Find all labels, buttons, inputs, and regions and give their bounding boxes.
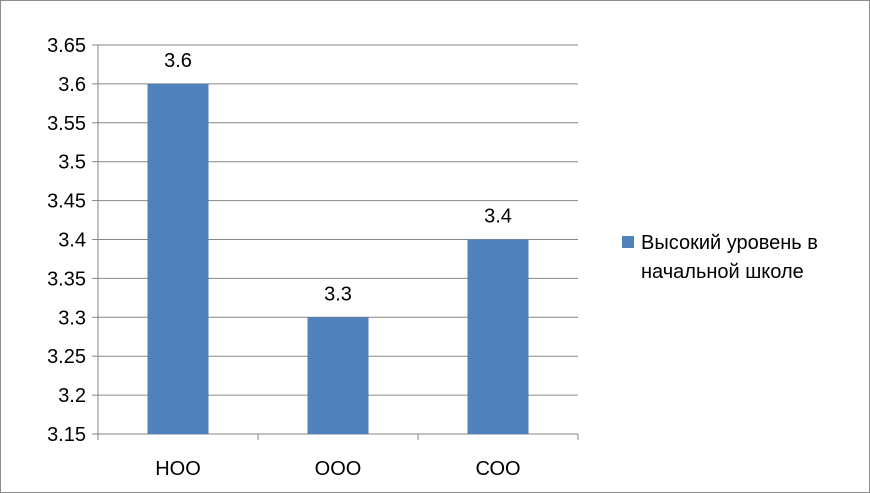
x-tick-label: НОО: [155, 458, 201, 480]
y-tick-label: 3.5: [58, 152, 86, 174]
x-tick-label: ООО: [315, 458, 362, 480]
y-tick-label: 3.55: [47, 113, 86, 135]
x-axis-ticks: НОО ООО СОО: [97, 434, 579, 480]
legend-label: Высокий уровень в начальной школе: [641, 232, 818, 283]
x-tick-label: СОО: [475, 458, 520, 480]
y-tick-label: 3.45: [47, 191, 86, 213]
legend-swatch: [622, 236, 634, 248]
y-tick-label: 3.2: [58, 385, 86, 407]
y-tick-label: 3.3: [58, 307, 86, 329]
bar: [467, 239, 529, 434]
y-tick-label: 3.6: [58, 74, 86, 96]
y-tick-label: 3.65: [47, 35, 86, 57]
data-label: 3.3: [324, 283, 352, 305]
bar: [147, 83, 209, 435]
bar: [307, 317, 369, 434]
data-label: 3.6: [164, 50, 192, 72]
legend: Высокий уровень в начальной школе: [622, 229, 862, 287]
y-axis-ticks: 3.15 3.2 3.25 3.3 3.35 3.4 3.45 3.5 3.55 3.6 3.65: [47, 35, 98, 446]
data-label: 3.4: [484, 206, 512, 228]
y-tick-label: 3.15: [47, 424, 86, 446]
data-labels: 3.6 3.3 3.4: [164, 50, 512, 305]
y-tick-label: 3.35: [47, 268, 86, 290]
y-tick-label: 3.4: [58, 230, 86, 252]
bars: [147, 83, 529, 435]
y-tick-label: 3.25: [47, 346, 86, 368]
